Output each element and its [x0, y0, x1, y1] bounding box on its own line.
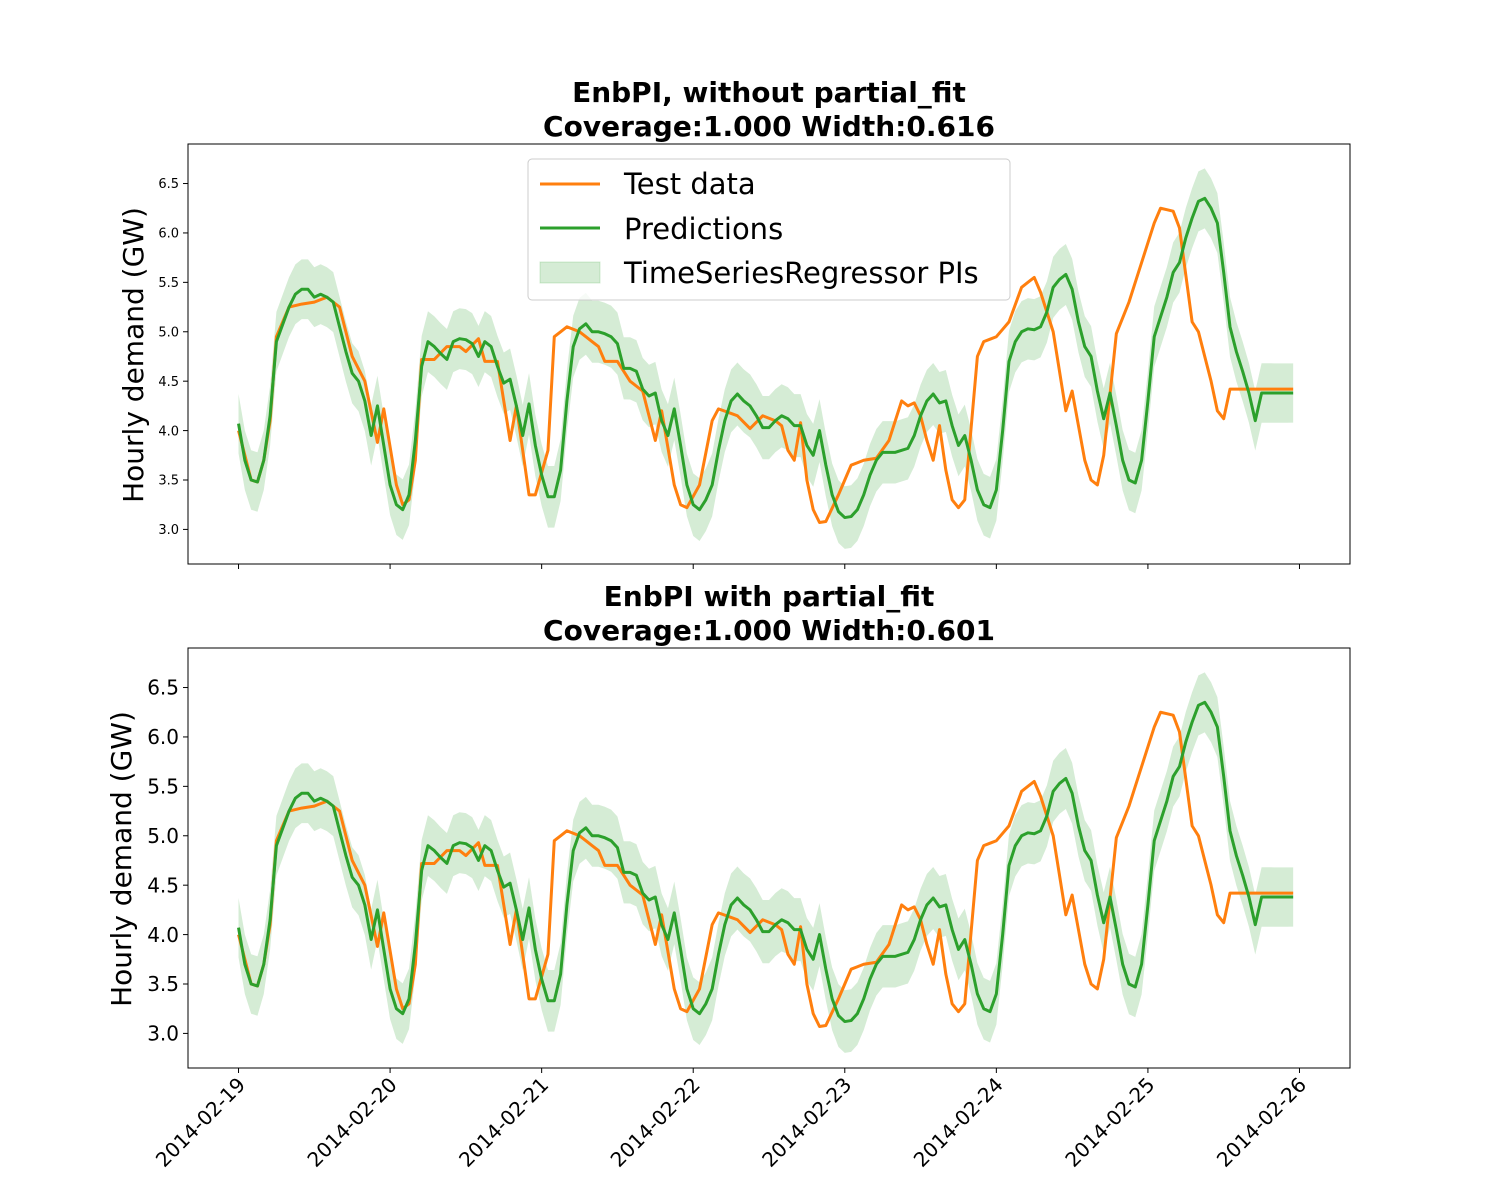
legend-predictions-label: Predictions [624, 212, 783, 246]
top-ytick-label: 5.0 [158, 325, 179, 340]
top-ytick-label: 6.0 [158, 227, 179, 242]
subplot-bottom-title-line1: EnbPI with partial_fit [604, 580, 935, 613]
top-prediction-interval-band [238, 168, 1294, 549]
bottom-xtick-label: 2014-02-25 [1060, 1073, 1159, 1172]
bottom-ytick-label: 3.5 [147, 972, 179, 996]
legend-frame [527, 158, 1011, 301]
subplot-top-title-line1: EnbPI, without partial_fit [572, 76, 966, 109]
bottom-xtick-label: 2014-02-24 [909, 1073, 1008, 1172]
top-predictions-line [237, 196, 1294, 520]
subplot-bottom-ylabel: Hourly demand (GW) [105, 711, 138, 1007]
subplot-bottom: EnbPI with partial_fit Coverage:1.000 Wi… [105, 580, 1351, 1172]
subplot-top-plot-area: 3.0 3.5 4.0 4.5 5.0 5.5 6.0 6.5 [158, 143, 1351, 569]
top-ytick-label: 4.5 [158, 375, 179, 390]
bottom-xtick-label: 2014-02-26 [1212, 1073, 1311, 1172]
top-axes-frame [187, 143, 1351, 565]
subplot-bottom-plot-area: 3.0 3.5 4.0 4.5 5.0 5.5 6.0 6.5 2014-02-19 2014-0… [147, 647, 1351, 1172]
bottom-ytick-label: 6.5 [147, 676, 179, 700]
subplot-top: EnbPI, without partial_fit Coverage:1.00… [117, 76, 1351, 569]
legend-test-data-label: Test data [623, 167, 756, 201]
bottom-axes-frame [187, 647, 1351, 1069]
bottom-test-data-line [237, 710, 1294, 1028]
bottom-xtick-label: 2014-02-23 [757, 1073, 856, 1172]
bottom-xtick-label: 2014-02-20 [302, 1073, 401, 1172]
bottom-xtick-label: 2014-02-19 [151, 1073, 250, 1172]
bottom-ytick-label: 5.0 [147, 824, 179, 848]
bottom-ytick-label: 4.5 [147, 873, 179, 897]
bottom-xtick-label: 2014-02-22 [606, 1073, 705, 1172]
bottom-ytick-label: 5.5 [147, 775, 179, 799]
subplot-bottom-title-line2: Coverage:1.000 Width:0.601 [543, 614, 995, 647]
legend-intervals-swatch [539, 261, 601, 284]
bottom-predictions-line [237, 700, 1294, 1024]
legend: Test data Predictions TimeSeriesRegresso… [527, 158, 1011, 301]
bottom-ytick-label: 6.0 [147, 725, 179, 749]
top-ytick-label: 4.0 [158, 424, 179, 439]
bottom-prediction-interval-band [238, 672, 1294, 1053]
top-ytick-label: 3.5 [158, 474, 179, 489]
bottom-xtick-label: 2014-02-21 [454, 1073, 553, 1172]
top-ytick-label: 6.5 [158, 177, 179, 192]
bottom-ytick-label: 4.0 [147, 923, 179, 947]
subplot-top-title-line2: Coverage:1.000 Width:0.616 [543, 110, 995, 143]
subplot-top-ylabel: Hourly demand (GW) [117, 207, 150, 503]
legend-intervals-label: TimeSeriesRegressor PIs [623, 256, 979, 290]
bottom-ytick-label: 3.0 [147, 1022, 179, 1046]
top-test-data-line [237, 206, 1294, 524]
top-ytick-label: 5.5 [158, 276, 179, 291]
top-ytick-label: 3.0 [158, 523, 179, 538]
